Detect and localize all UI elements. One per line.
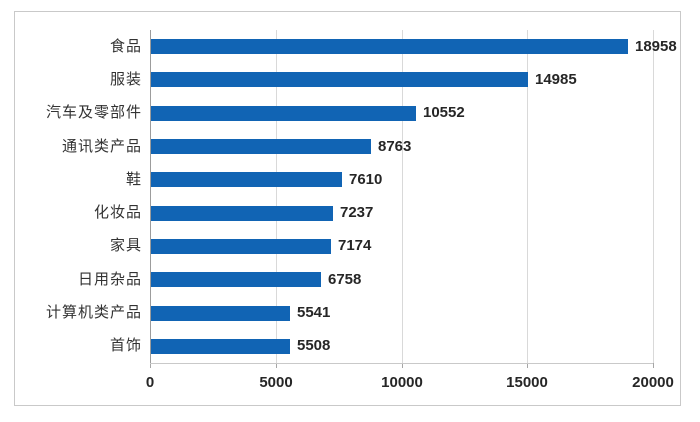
category-label: 食品 xyxy=(109,39,142,55)
bar xyxy=(151,306,290,321)
bar xyxy=(151,272,321,287)
category-label: 服装 xyxy=(109,72,142,88)
value-label: 10552 xyxy=(423,104,465,121)
x-tick-label: 0 xyxy=(145,374,155,391)
bar xyxy=(151,106,416,121)
value-label: 7237 xyxy=(340,204,374,221)
bar xyxy=(151,206,333,221)
category-label: 通讯类产品 xyxy=(61,139,142,155)
gridline xyxy=(276,30,277,363)
category-label: 首饰 xyxy=(109,338,142,354)
value-label: 5541 xyxy=(297,304,331,321)
category-label: 汽车及零部件 xyxy=(45,105,142,121)
gridline xyxy=(527,30,528,363)
value-label: 8763 xyxy=(378,138,412,155)
x-tick-label: 10000 xyxy=(381,374,423,391)
x-tick-label: 15000 xyxy=(506,374,548,391)
category-label: 日用杂品 xyxy=(77,272,142,288)
value-label: 7610 xyxy=(349,171,383,188)
y-axis-line xyxy=(150,30,151,363)
x-axis-line xyxy=(150,363,653,364)
axis-tick xyxy=(402,363,403,368)
category-label: 家具 xyxy=(109,238,142,254)
value-label: 5508 xyxy=(297,337,331,354)
gridline xyxy=(653,30,654,363)
bar xyxy=(151,172,342,187)
value-label: 18958 xyxy=(635,38,677,55)
bar xyxy=(151,339,290,354)
value-label: 14985 xyxy=(535,71,577,88)
value-label: 6758 xyxy=(328,271,362,288)
bar xyxy=(151,239,331,254)
x-tick-label: 20000 xyxy=(632,374,674,391)
axis-tick xyxy=(653,363,654,368)
x-tick-label: 5000 xyxy=(259,374,293,391)
axis-tick xyxy=(276,363,277,368)
value-label: 7174 xyxy=(338,237,372,254)
category-label: 计算机类产品 xyxy=(45,305,142,321)
gridline xyxy=(402,30,403,363)
category-label: 鞋 xyxy=(125,172,142,188)
axis-tick xyxy=(527,363,528,368)
bar xyxy=(151,39,628,54)
category-label: 化妆品 xyxy=(93,205,142,221)
bar xyxy=(151,139,371,154)
axis-tick xyxy=(150,363,151,368)
bar xyxy=(151,72,528,87)
